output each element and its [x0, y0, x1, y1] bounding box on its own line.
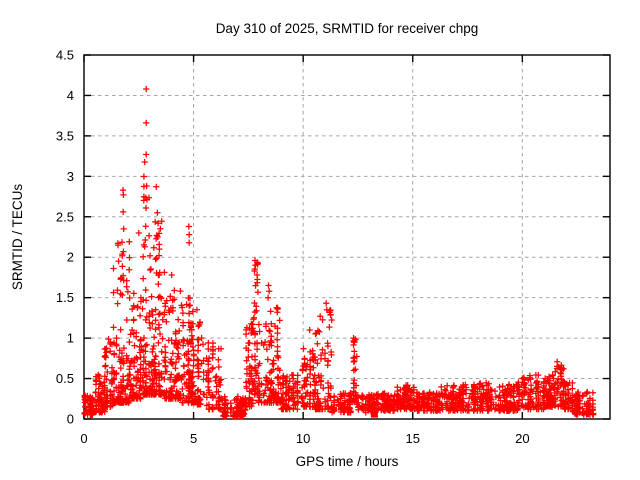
- scatter-points: [81, 85, 597, 420]
- y-tick-label: 4: [67, 88, 74, 103]
- y-tick-label: 2.5: [56, 209, 74, 224]
- y-tick-label: 3: [67, 169, 74, 184]
- y-tick-label: 1: [67, 331, 74, 346]
- chart-title: Day 310 of 2025, SRMTID for receiver chp…: [216, 21, 479, 36]
- x-tick-label: 20: [515, 431, 529, 446]
- x-tick-label: 10: [296, 431, 310, 446]
- x-tick-label: 0: [80, 431, 87, 446]
- filled-square-marker: [370, 410, 378, 418]
- y-tick-label: 3.5: [56, 128, 74, 143]
- axis-ticks: [83, 54, 610, 420]
- plot-border: [83, 54, 611, 420]
- y-tick-label: 0.5: [56, 371, 74, 386]
- x-axis-label: GPS time / hours: [296, 454, 399, 469]
- tick-labels: 0 5 10 15 20 0 0.5 1 1.5 2 2.5 3 3.5 4 4.5: [56, 48, 530, 447]
- y-tick-label: 2: [67, 250, 74, 265]
- x-tick-label: 15: [406, 431, 420, 446]
- y-axis-label: SRMTID / TECUs: [10, 184, 25, 291]
- y-tick-label: 1.5: [56, 290, 74, 305]
- x-tick-label: 5: [190, 431, 197, 446]
- y-tick-label: 0: [67, 412, 74, 427]
- special-point-markers: [370, 410, 378, 418]
- y-tick-label: 4.5: [56, 48, 74, 63]
